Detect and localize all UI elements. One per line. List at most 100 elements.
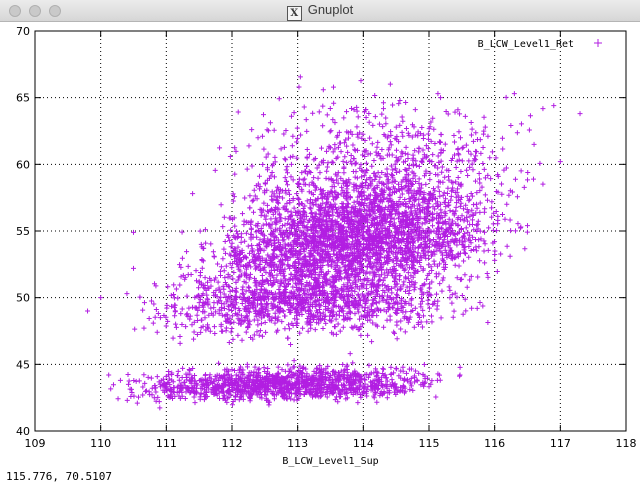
data-point bbox=[263, 320, 268, 325]
data-point bbox=[155, 330, 160, 335]
data-point bbox=[142, 300, 147, 305]
data-point bbox=[230, 241, 235, 246]
data-point bbox=[389, 371, 394, 376]
data-point bbox=[180, 256, 185, 261]
scatter-points bbox=[85, 74, 583, 410]
data-point bbox=[349, 325, 354, 330]
data-point bbox=[285, 336, 290, 341]
data-point bbox=[419, 296, 424, 301]
data-point bbox=[426, 298, 431, 303]
data-point bbox=[261, 201, 266, 206]
data-point bbox=[458, 365, 463, 370]
data-point bbox=[232, 368, 237, 373]
data-point bbox=[239, 240, 244, 245]
data-point bbox=[172, 295, 177, 300]
data-point bbox=[377, 278, 382, 283]
data-point bbox=[260, 273, 265, 278]
data-point bbox=[255, 322, 260, 327]
data-point bbox=[500, 212, 505, 217]
data-point bbox=[260, 334, 265, 339]
data-point bbox=[477, 210, 482, 215]
data-point bbox=[429, 268, 434, 273]
data-point bbox=[211, 249, 216, 254]
data-point bbox=[388, 365, 393, 370]
data-point bbox=[228, 289, 233, 294]
data-point bbox=[230, 313, 235, 318]
data-point bbox=[350, 360, 355, 365]
data-point bbox=[321, 326, 326, 331]
data-point bbox=[307, 182, 312, 187]
data-point bbox=[218, 269, 223, 274]
data-point bbox=[288, 342, 293, 347]
data-point bbox=[175, 373, 180, 378]
data-point bbox=[223, 239, 228, 244]
data-point bbox=[483, 192, 488, 197]
data-point bbox=[137, 295, 142, 300]
data-point bbox=[249, 227, 254, 232]
data-point bbox=[203, 241, 208, 246]
data-point bbox=[197, 300, 202, 305]
data-point bbox=[184, 249, 189, 254]
data-point bbox=[430, 218, 435, 223]
data-point bbox=[135, 401, 140, 406]
data-point bbox=[423, 182, 428, 187]
data-point bbox=[434, 292, 439, 297]
data-point bbox=[334, 332, 339, 337]
data-point bbox=[176, 369, 181, 374]
data-point bbox=[247, 205, 252, 210]
data-point bbox=[525, 230, 530, 235]
data-point bbox=[508, 217, 513, 222]
data-point bbox=[213, 288, 218, 293]
data-point bbox=[150, 386, 155, 391]
data-point bbox=[459, 201, 464, 206]
data-point bbox=[251, 210, 256, 215]
data-point bbox=[477, 258, 482, 263]
data-point bbox=[381, 367, 386, 372]
data-point bbox=[246, 285, 251, 290]
data-point bbox=[374, 313, 379, 318]
data-point bbox=[482, 230, 487, 235]
data-point bbox=[195, 313, 200, 318]
data-point bbox=[365, 333, 370, 338]
data-point bbox=[463, 308, 468, 313]
data-point bbox=[482, 249, 487, 254]
window-title: Gnuplot bbox=[308, 2, 354, 17]
data-point bbox=[439, 315, 444, 320]
data-point bbox=[240, 338, 245, 343]
data-point bbox=[407, 280, 412, 285]
data-point bbox=[380, 366, 385, 371]
data-point bbox=[184, 294, 189, 299]
data-point bbox=[239, 231, 244, 236]
data-point bbox=[180, 307, 185, 312]
data-point bbox=[151, 301, 156, 306]
data-point bbox=[489, 205, 494, 210]
data-point bbox=[391, 306, 396, 311]
data-point bbox=[165, 284, 170, 289]
data-point bbox=[229, 326, 234, 331]
data-point bbox=[289, 210, 294, 215]
data-point bbox=[127, 378, 132, 383]
data-point bbox=[461, 312, 466, 317]
data-point bbox=[385, 395, 390, 400]
data-point bbox=[498, 252, 503, 257]
data-point bbox=[394, 320, 399, 325]
data-point bbox=[231, 191, 236, 196]
data-point bbox=[508, 254, 513, 259]
data-point bbox=[233, 288, 238, 293]
data-point bbox=[394, 366, 399, 371]
data-point bbox=[229, 329, 234, 334]
data-point bbox=[259, 321, 264, 326]
data-point bbox=[249, 243, 254, 248]
data-point bbox=[147, 392, 152, 397]
data-point bbox=[143, 389, 148, 394]
data-point bbox=[469, 306, 474, 311]
data-point bbox=[453, 263, 458, 268]
data-point bbox=[212, 254, 217, 259]
data-point bbox=[180, 230, 185, 235]
data-point bbox=[398, 287, 403, 292]
data-point bbox=[235, 333, 240, 338]
